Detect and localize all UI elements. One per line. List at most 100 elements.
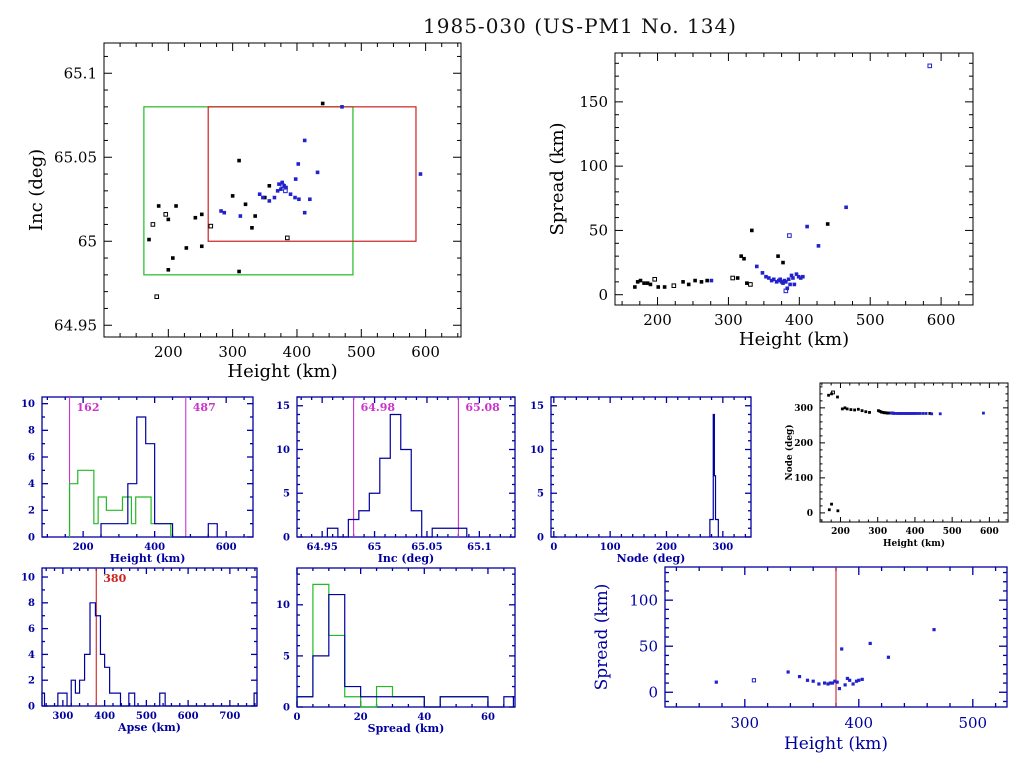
x-tick-label: 300 — [218, 343, 247, 361]
x-axis-title: Spread (km) — [368, 722, 445, 735]
y-axis-title: Inc (deg) — [26, 149, 47, 231]
y-tick-label: 4 — [28, 650, 35, 661]
y-tick-label: 0 — [598, 286, 608, 304]
y-tick-label: 10 — [276, 445, 290, 456]
plot-frame — [819, 382, 1009, 523]
x-tick-label: 200 — [643, 311, 672, 329]
x-tick-label: 500 — [943, 527, 962, 537]
axes-height_hist: 200 400 600 0 2 4 6 8 10 — [21, 396, 254, 553]
y-tick-label: 5 — [283, 651, 290, 662]
histogram-navy — [326, 413, 468, 538]
x-tick-label: 400 — [94, 711, 115, 722]
y-tick-label: 100 — [794, 474, 813, 484]
y-tick-label: 0 — [28, 701, 35, 712]
y-axis-title: Spread (km) — [549, 122, 568, 235]
axes-node_vs_height: 200 300 400 500 600 0 100 200 300 — [794, 382, 1009, 537]
y-tick-label: 100 — [629, 591, 658, 609]
x-tick-label: 300 — [712, 542, 733, 553]
x-tick-label: 0 — [294, 712, 301, 723]
y-tick-label: 6 — [28, 452, 35, 463]
y-tick-label: 65 — [78, 232, 97, 250]
chart-canvas-height_hist: 200 400 600 0 2 4 6 8 10 162 487 Height (km) — [21, 396, 254, 565]
y-tick-label: 100 — [579, 157, 608, 175]
x-tick-label: 200 — [154, 343, 183, 361]
y-axis-title: Node (deg) — [784, 424, 795, 480]
histogram-navy — [100, 416, 218, 538]
panel-inc-vs-height: 200 300 400 500 600 64.95 65 65.05 65.1 Height (k… — [26, 31, 479, 401]
x-tick-label: 60 — [481, 712, 495, 723]
axes-inc_vs_height: 200 300 400 500 600 64.95 65 65.05 65.1 — [54, 42, 462, 361]
x-tick-label: 40 — [417, 712, 431, 723]
x-axis-title: Node (deg) — [617, 552, 686, 565]
scatter-blue-filled — [219, 105, 423, 218]
x-tick-label: 65.05 — [411, 542, 442, 553]
series-group: 380 — [41, 568, 258, 707]
scatter-blue-open — [751, 678, 757, 683]
panel-height-histogram: 200 400 600 0 2 4 6 8 10 162 487 Height (km) — [20, 389, 267, 571]
y-tick-label: 300 — [794, 404, 813, 414]
window-rect-red — [207, 106, 417, 242]
y-tick-label: 0 — [28, 532, 35, 543]
chart-canvas-inc_vs_height: 200 300 400 500 600 64.95 65 65.05 65.1 Height (k… — [26, 42, 462, 382]
x-tick-label: 200 — [831, 527, 850, 537]
y-tick-label: 0 — [648, 683, 658, 701]
plot-frame — [296, 567, 516, 708]
x-axis-title: Height (km) — [883, 538, 945, 549]
histogram-navy — [41, 602, 258, 707]
x-tick-label: 500 — [136, 711, 157, 722]
series-group — [296, 583, 515, 708]
x-axis-title: Height (km) — [227, 361, 337, 382]
y-tick-label: 2 — [28, 506, 35, 517]
histogram-navy — [709, 413, 719, 537]
series-group — [827, 390, 985, 513]
x-tick-label: 700 — [219, 711, 240, 722]
y-tick-label: 0 — [283, 532, 290, 543]
scatter-blue-filled — [889, 411, 985, 416]
x-tick-label: 600 — [980, 527, 999, 537]
y-tick-label: 5 — [283, 489, 290, 500]
series-group — [633, 63, 933, 294]
panel-spread-vs-height: 200 300 400 500 600 0 50 100 150 Height (km) Sprea… — [547, 39, 1013, 371]
y-tick-label: 8 — [28, 426, 35, 437]
y-tick-label: 10 — [530, 445, 544, 456]
chart-canvas-apse_hist: 300 400 500 600 700 0 2 4 6 8 10 380 Apse (km) — [21, 567, 258, 734]
x-tick-label: 0 — [550, 542, 557, 553]
plot-frame — [103, 42, 462, 338]
x-axis-title: Inc (deg) — [378, 552, 434, 565]
x-tick-label: 64.95 — [306, 542, 337, 553]
x-tick-label: 600 — [927, 311, 956, 329]
marker-line-label: 380 — [103, 572, 126, 585]
x-axis-title: Height (km) — [110, 552, 186, 565]
series-group — [709, 413, 719, 537]
scatter-blue-open — [783, 63, 933, 294]
marker-line-label: 65.08 — [465, 401, 500, 414]
scatter-black-open — [831, 390, 835, 395]
x-axis-title: Height (km) — [739, 329, 849, 350]
marker-line-label: 487 — [193, 401, 216, 414]
x-tick-label: 400 — [906, 527, 925, 537]
marker-line-label: 162 — [77, 401, 100, 414]
histogram-green — [68, 469, 172, 537]
axes-spread_hist: 0 20 40 60 0 5 10 — [276, 567, 516, 723]
panel-node-vs-height: 200 300 400 500 600 0 100 200 300 Height (km) Node… — [784, 375, 1018, 556]
x-tick-label: 65 — [368, 542, 382, 553]
y-tick-label: 50 — [589, 222, 608, 240]
y-tick-label: 5 — [537, 489, 544, 500]
histogram-green — [296, 583, 489, 708]
x-tick-label: 600 — [178, 711, 199, 722]
x-tick-label: 100 — [600, 542, 621, 553]
y-tick-label: 64.95 — [54, 316, 97, 334]
y-tick-label: 2 — [28, 676, 35, 687]
x-tick-label: 500 — [856, 311, 885, 329]
y-tick-label: 6 — [28, 624, 35, 635]
x-tick-label: 600 — [411, 343, 440, 361]
series-group — [143, 101, 423, 299]
x-tick-label: 400 — [785, 311, 814, 329]
x-tick-label: 200 — [656, 542, 677, 553]
y-tick-label: 10 — [21, 399, 35, 410]
chart-canvas-node_hist: 0 100 200 300 0 5 10 15 Node (deg) — [530, 396, 752, 565]
scatter-blue-open — [280, 183, 288, 194]
y-tick-label: 10 — [21, 572, 35, 583]
marker-line-label: 64.98 — [361, 401, 396, 414]
y-tick-label: 10 — [276, 600, 290, 611]
